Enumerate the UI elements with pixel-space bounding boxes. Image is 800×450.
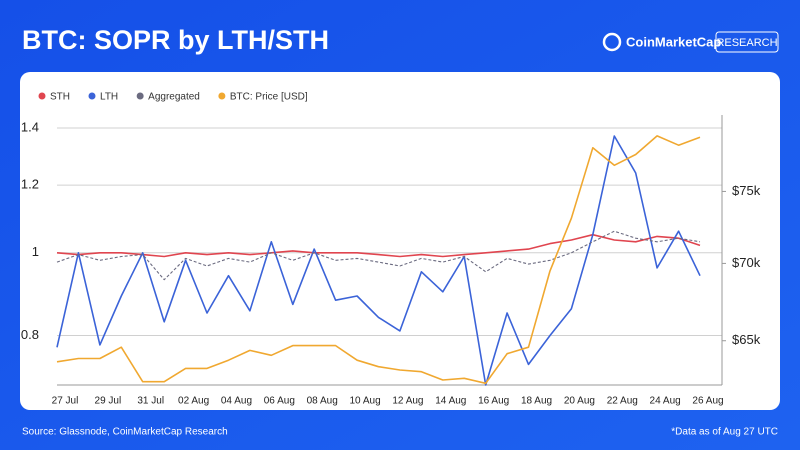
legend-swatch bbox=[38, 92, 46, 100]
x-tick-label: 29 Jul bbox=[95, 396, 122, 407]
card bbox=[20, 72, 780, 410]
x-tick-label: 16 Aug bbox=[478, 396, 509, 407]
x-tick-label: 04 Aug bbox=[221, 396, 252, 407]
y-tick-label: 1.4 bbox=[21, 119, 39, 134]
badge-box bbox=[715, 31, 779, 53]
y-tick-label: 0.8 bbox=[21, 327, 39, 342]
legend-swatch bbox=[88, 92, 96, 100]
x-tick-label: 02 Aug bbox=[178, 396, 209, 407]
x-tick-label: 14 Aug bbox=[435, 396, 466, 407]
legend-label: STH bbox=[50, 92, 70, 103]
x-tick-label: 22 Aug bbox=[607, 396, 638, 407]
source: Source: Glassnode, CoinMarketCap Researc… bbox=[22, 427, 228, 438]
badge: RESEARCH bbox=[716, 37, 777, 49]
x-tick-label: 08 Aug bbox=[307, 396, 338, 407]
brand: CoinMarketCap bbox=[626, 34, 721, 49]
logo-icon bbox=[602, 32, 622, 52]
x-tick-label: 26 Aug bbox=[692, 396, 723, 407]
legend-label: LTH bbox=[100, 92, 118, 103]
y2-tick-label: $65k bbox=[732, 332, 761, 347]
legend-swatch bbox=[136, 92, 144, 100]
y2-tick-label: $70k bbox=[732, 255, 761, 270]
legend-label: BTC: Price [USD] bbox=[230, 92, 308, 103]
note: *Data as of Aug 27 UTC bbox=[671, 427, 778, 438]
x-tick-label: 10 Aug bbox=[349, 396, 380, 407]
legend-label: Aggregated bbox=[148, 92, 200, 103]
x-tick-label: 27 Jul bbox=[52, 396, 79, 407]
series-line bbox=[56, 135, 701, 385]
series-line bbox=[56, 135, 701, 386]
y-tick-label: 1.2 bbox=[21, 177, 39, 192]
y2-tick-label: $75k bbox=[732, 183, 761, 198]
x-tick-label: 12 Aug bbox=[392, 396, 423, 407]
series-line bbox=[56, 230, 701, 281]
page-title: BTC: SOPR by LTH/STH bbox=[22, 25, 329, 55]
x-tick-label: 31 Jul bbox=[137, 396, 164, 407]
x-tick-label: 06 Aug bbox=[264, 396, 295, 407]
x-tick-label: 24 Aug bbox=[650, 396, 681, 407]
legend-swatch bbox=[218, 92, 226, 100]
x-tick-label: 18 Aug bbox=[521, 396, 552, 407]
y-tick-label: 1 bbox=[32, 244, 39, 259]
x-tick-label: 20 Aug bbox=[564, 396, 595, 407]
